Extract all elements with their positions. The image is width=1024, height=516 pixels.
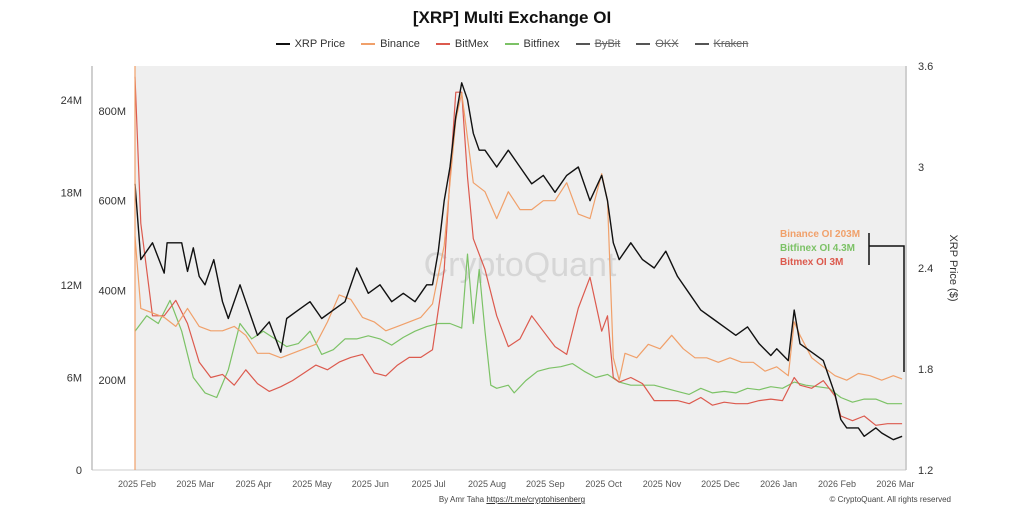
x-tick-label: 2026 Feb [818, 479, 856, 489]
x-tick-label: 2026 Jan [760, 479, 797, 489]
legend-swatch [636, 43, 651, 45]
left-outer-tick-label: 6M [67, 372, 82, 384]
legend-label: XRP Price [294, 38, 346, 50]
bracket-line [868, 233, 905, 372]
left-outer-tick-label: 12M [61, 280, 82, 292]
ticks-layer: 0 6M 12M 18M 24M 200M 400M 600M 800M 1.2 1.8 2.4 3 3.… [61, 61, 934, 489]
annotation-bitmex: Bitmex OI 3M [780, 257, 844, 268]
series-line-bitmex [134, 76, 903, 426]
left-inner-tick-label: 400M [98, 285, 126, 297]
footer-credit: By Amr Taha https://t.me/cryptohisenberg [0, 495, 1024, 504]
right-tick-label: 3 [918, 162, 924, 174]
x-tick-label: 2025 Jun [352, 479, 389, 489]
x-tick-label: 2025 Aug [468, 479, 506, 489]
legend-swatch [504, 43, 519, 45]
legend-swatch [275, 43, 290, 45]
plot-background [135, 66, 905, 470]
annotation-bracket [868, 233, 905, 372]
series-line-binance [134, 92, 903, 381]
x-tick-label: 2025 Feb [118, 479, 156, 489]
left-outer-tick-label: 18M [61, 187, 82, 199]
footer-copyright: © CryptoQuant. All rights reserved [829, 495, 952, 504]
legend-entry-okx[interactable]: OKX [636, 38, 679, 50]
x-tick-label: 2025 Mar [176, 479, 214, 489]
x-tick-label: 2025 Apr [236, 479, 272, 489]
x-tick-label: 2025 Sep [526, 479, 565, 489]
legend-swatch [361, 43, 376, 45]
legend-label: BitMex [454, 38, 489, 50]
legend-swatch [435, 43, 450, 45]
series-layer [134, 66, 903, 470]
right-tick-label: 3.6 [918, 61, 933, 73]
right-tick-label: 2.4 [918, 263, 933, 275]
right-tick-label: 1.8 [918, 364, 933, 376]
legend-label: OKX [655, 38, 679, 50]
series-line-xrp-price [134, 82, 903, 441]
legend-entry-kraken[interactable]: Kraken [694, 38, 749, 50]
legend-swatch [694, 43, 709, 45]
legend: XRP Price Binance BitMex Bitfinex ByBit … [0, 38, 1024, 50]
x-tick-label: 2025 Jul [412, 479, 446, 489]
x-tick-label: 2025 May [292, 479, 332, 489]
right-tick-label: 1.2 [918, 465, 933, 477]
legend-entry-xrp-price[interactable]: XRP Price [275, 38, 346, 50]
watermark: CryptoQuant [424, 246, 617, 284]
x-tick-label: 2025 Dec [701, 479, 740, 489]
annotation-bitfinex: Bitfinex OI 4.3M [780, 243, 856, 254]
legend-swatch [575, 43, 590, 45]
left-inner-tick-label: 200M [98, 375, 126, 387]
x-tick-label: 2026 Mar [876, 479, 914, 489]
legend-entry-bitfinex[interactable]: Bitfinex [504, 38, 560, 50]
credit-author: By Amr Taha [438, 495, 485, 504]
chart-title: [XRP] Multi Exchange OI [412, 8, 612, 27]
x-tick-label: 2025 Nov [643, 479, 682, 489]
legend-label: ByBit [594, 38, 621, 50]
left-inner-tick-label: 600M [98, 196, 126, 208]
right-axis-label: XRP Price ($) [947, 234, 959, 301]
legend-label: Binance [380, 38, 420, 50]
legend-label: Bitfinex [523, 38, 560, 50]
legend-entry-bitmex[interactable]: BitMex [435, 38, 489, 50]
left-outer-tick-label: 24M [61, 95, 82, 107]
x-tick-label: 2025 Oct [585, 479, 622, 489]
legend-entry-binance[interactable]: Binance [361, 38, 420, 50]
left-inner-tick-label: 800M [98, 106, 126, 118]
credit-link[interactable]: https://t.me/cryptohisenberg [486, 495, 586, 504]
legend-entry-bybit[interactable]: ByBit [575, 38, 621, 50]
left-outer-tick-label: 0 [76, 465, 82, 477]
legend-label: Kraken [713, 38, 749, 50]
series-line-bitfinex [134, 253, 903, 405]
annotation-binance: Binance OI 203M [780, 229, 861, 240]
